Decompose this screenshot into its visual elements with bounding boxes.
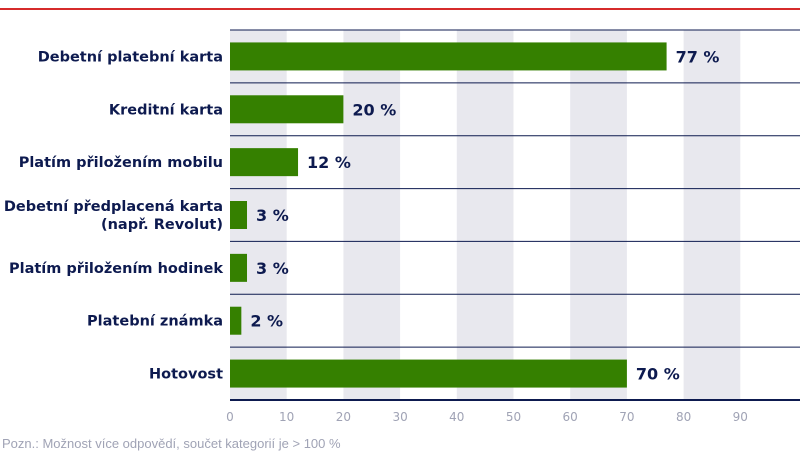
x-tick-label: 80 (676, 410, 691, 424)
footnote: Pozn.: Možnost více odpovědí, součet kat… (2, 436, 341, 451)
bar (230, 306, 242, 335)
x-tick-label: 0 (226, 410, 234, 424)
value-label: 3 % (256, 206, 289, 225)
category-label: Kreditní karta (109, 102, 223, 118)
bar (230, 148, 299, 177)
value-label: 77 % (676, 47, 720, 66)
bar (230, 42, 667, 71)
bar (230, 95, 344, 124)
x-tick-label: 30 (392, 410, 407, 424)
value-label: 2 % (250, 312, 283, 331)
top-accent-line (0, 8, 800, 10)
x-tick-label: 50 (506, 410, 521, 424)
category-label: Platím přiložením mobilu (19, 155, 223, 171)
x-tick-label: 20 (336, 410, 351, 424)
value-label: 20 % (352, 100, 396, 119)
grid-band (683, 30, 741, 400)
grid-band (343, 30, 401, 400)
grid-band (456, 30, 514, 400)
x-tick-label: 90 (733, 410, 748, 424)
x-tick-label: 10 (279, 410, 294, 424)
value-label: 12 % (307, 153, 351, 172)
bar (230, 201, 248, 229)
x-tick-label: 70 (619, 410, 634, 424)
category-label: Debetní platební karta (38, 49, 223, 65)
bar (230, 359, 627, 388)
category-label: Debetní předplacená karta (např. Revolut) (4, 199, 223, 233)
category-label: Hotovost (149, 367, 223, 383)
x-tick-label: 60 (563, 410, 578, 424)
category-label: Platební známka (87, 314, 223, 330)
value-label: 3 % (256, 259, 289, 278)
value-label: 70 % (636, 365, 680, 384)
category-label: Platím přiložením hodinek (9, 261, 223, 277)
grid-band (570, 30, 627, 400)
bar (230, 253, 248, 282)
x-tick-label: 40 (449, 410, 464, 424)
